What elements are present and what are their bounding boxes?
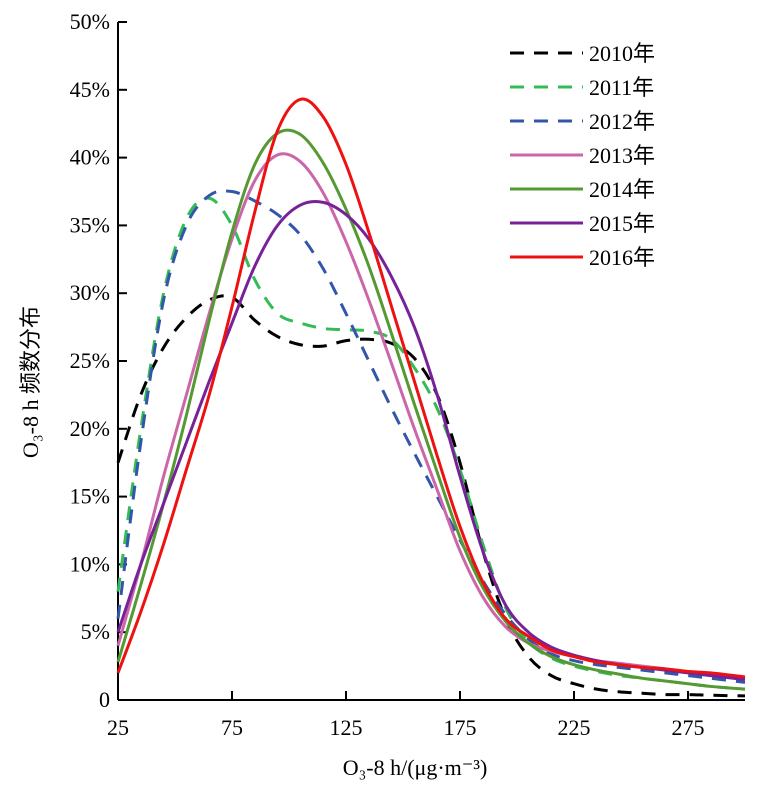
series-line-6 (116, 97, 746, 679)
legend-label-2: 2012年 (589, 109, 655, 134)
y-tick-label: 40% (70, 145, 110, 170)
series-line-4 (116, 128, 746, 691)
legend-label-5: 2015年 (589, 211, 655, 236)
x-axis-title: O₃-8 h/(μg·m⁻³) (343, 755, 488, 780)
x-axis-ticks: 25 75 125 175 225 275 (107, 691, 705, 740)
x-tick-label: 25 (107, 715, 129, 740)
legend-label-0: 2010年 (589, 41, 655, 66)
y-tick-label: 50% (70, 9, 110, 34)
y-tick-label: 0 (99, 687, 110, 712)
x-tick-label: 275 (672, 715, 705, 740)
y-tick-label: 30% (70, 280, 110, 305)
y-tick-label: 25% (70, 348, 110, 373)
legend-label-6: 2016年 (589, 245, 655, 270)
series-line-1 (116, 196, 746, 691)
legend-label-3: 2013年 (589, 143, 655, 168)
x-tick-label: 75 (221, 715, 243, 740)
y-axis-ticks: 0 5% 10% 15% 20% 25% 30% 35% 40% 45% 50% (70, 9, 127, 712)
series-line-0 (116, 294, 746, 698)
y-axis-title: O₃-8 h 频数分布 (18, 306, 43, 458)
series-line-2 (116, 189, 746, 684)
x-tick-label: 125 (330, 715, 363, 740)
y-tick-label: 10% (70, 551, 110, 576)
legend-label-4: 2014年 (589, 177, 655, 202)
y-tick-label: 35% (70, 212, 110, 237)
series-layer (116, 97, 746, 698)
x-tick-label: 225 (558, 715, 591, 740)
y-tick-label: 45% (70, 77, 110, 102)
y-tick-label: 20% (70, 416, 110, 441)
x-tick-label: 175 (444, 715, 477, 740)
y-tick-label: 5% (81, 619, 110, 644)
legend: 2010年 2011年 2012年 2013年 2014年 2015年 2016年 (510, 41, 655, 270)
legend-label-1: 2011年 (589, 75, 654, 100)
y-tick-label: 15% (70, 484, 110, 509)
